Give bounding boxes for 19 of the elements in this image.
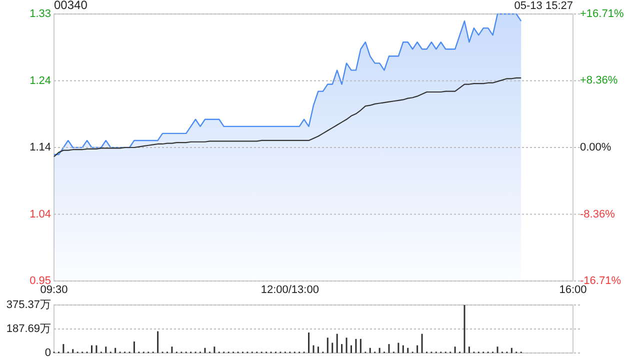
- y-tick-label: 0: [44, 347, 51, 359]
- y-tick-label: 187.69万: [6, 323, 51, 335]
- line-series: [53, 77, 522, 158]
- y2-tick-label: +8.36%: [580, 74, 618, 87]
- y-tick-label: 0.95: [30, 275, 51, 287]
- y-tick-label: 1.33: [30, 8, 51, 20]
- x-tick-label: 09:30: [40, 284, 68, 296]
- x-tick-label: 16:00: [559, 284, 587, 296]
- y2-tick-label: 0.00%: [580, 142, 612, 154]
- y-tick-label: 375.37万: [6, 299, 51, 311]
- y2-tick-label: -8.36%: [580, 208, 616, 220]
- x-tick-label: 12:00/13:00: [260, 284, 319, 296]
- y-tick-label: 1.04: [30, 208, 51, 220]
- y-tick-label: 1.24: [30, 74, 51, 87]
- y2-tick-label: +16.71%: [580, 8, 624, 20]
- y2-tick-label: -16.71%: [580, 275, 622, 287]
- y-tick-label: 1.14: [30, 142, 51, 154]
- chart-title: 00340: [54, 0, 88, 12]
- text: 05-13 15:27: [514, 0, 573, 12]
